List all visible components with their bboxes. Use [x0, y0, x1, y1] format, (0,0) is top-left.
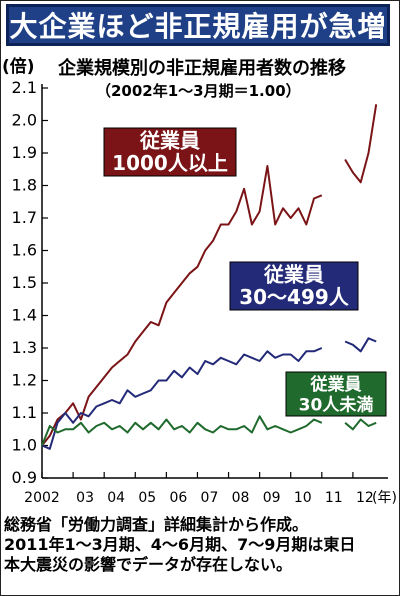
y-tick-label: 1.4 [12, 306, 37, 325]
y-tick-label: 2.0 [12, 111, 37, 130]
series-line [41, 165, 323, 447]
footnote-line: 2011年1～3月期、4～6月期、7～9月期は東日 [4, 535, 356, 554]
series-label-box [103, 127, 237, 177]
series-line [344, 104, 378, 184]
footnote-line: 本大震災の影響でデータが存在しない。 [4, 555, 293, 574]
series-label-text: 従業員 [310, 374, 362, 395]
series-line [344, 418, 377, 431]
y-axis-unit: (倍) [2, 57, 35, 77]
x-tick-label: 11 [325, 490, 343, 506]
y-tick-label: 1.3 [12, 338, 37, 357]
series-label-text: 従業員 [263, 263, 324, 287]
x-tick-label: 03 [76, 490, 94, 506]
footnote-line: 総務省「労働力調査」詳細集計から作成。 [4, 515, 309, 534]
x-tick-label: 2002 [24, 490, 60, 506]
x-tick-label: 08 [232, 490, 250, 506]
x-tick-label: 04 [107, 490, 125, 506]
y-tick-label: 1.1 [12, 403, 37, 422]
series-line [41, 415, 323, 446]
page-title: 大企業ほど非正規雇用が急増 [9, 10, 387, 43]
line-chart: 0.9 1.0 1.1 1.2 1.3 1.4 1.5 1.6 1.7 1.8 1.9 2.0 2.1 2… [12, 78, 397, 506]
series-label-text: 30～499人 [239, 285, 350, 309]
series-label-text: 従業員 [139, 129, 200, 153]
series-line [41, 347, 323, 450]
series-label-text: 1000人以上 [112, 151, 228, 175]
chart-title: 企業規模別の非正規雇用者数の推移 [58, 58, 346, 79]
series-label-text: 30人未満 [299, 394, 374, 415]
x-tick-label: 12 [356, 490, 374, 506]
footnote: 総務省「労働力調査」詳細集計から作成。 2011年1～3月期、4～6月期、7～9… [4, 515, 396, 575]
series-line [344, 337, 377, 353]
x-tick-label: 09 [263, 490, 281, 506]
series-label-box [285, 371, 387, 417]
y-tick-label: 1.6 [12, 241, 37, 260]
x-tick-label: 07 [201, 490, 219, 506]
x-tick-label: 05 [138, 490, 156, 506]
y-tick-label: 1.7 [12, 208, 37, 227]
y-tick-label: 1.5 [12, 273, 37, 292]
y-tick-label: 0.9 [12, 468, 37, 487]
y-tick-label: 2.1 [12, 78, 37, 97]
title-banner: 大企業ほど非正規雇用が急増 [6, 4, 390, 46]
y-tick-label: 1.8 [12, 176, 37, 195]
y-tick-label: 1.9 [12, 143, 37, 162]
x-tick-label: 06 [169, 490, 187, 506]
x-axis-label: (年) [372, 490, 397, 506]
x-tick-label: 10 [294, 490, 312, 506]
series-label-box [229, 261, 359, 311]
y-tick-label: 1.0 [12, 436, 37, 455]
chart-subtitle: （2002年1～3月期＝1.00） [96, 82, 301, 100]
y-tick-label: 1.2 [12, 371, 37, 390]
